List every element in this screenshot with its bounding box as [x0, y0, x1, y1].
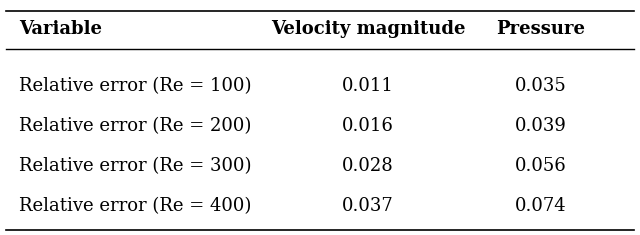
Text: Relative error (Re = 300): Relative error (Re = 300): [19, 157, 252, 175]
Text: 0.074: 0.074: [515, 197, 566, 215]
Text: 0.056: 0.056: [515, 157, 566, 175]
Text: 0.037: 0.037: [342, 197, 394, 215]
Text: Relative error (Re = 100): Relative error (Re = 100): [19, 77, 252, 95]
Text: 0.035: 0.035: [515, 77, 566, 95]
Text: Relative error (Re = 400): Relative error (Re = 400): [19, 197, 252, 215]
Text: 0.011: 0.011: [342, 77, 394, 95]
Text: 0.016: 0.016: [342, 117, 394, 135]
Text: 0.039: 0.039: [515, 117, 567, 135]
Text: Pressure: Pressure: [496, 20, 586, 38]
Text: Variable: Variable: [19, 20, 102, 38]
Text: 0.028: 0.028: [342, 157, 394, 175]
Text: Relative error (Re = 200): Relative error (Re = 200): [19, 117, 252, 135]
Text: Velocity magnitude: Velocity magnitude: [271, 20, 465, 38]
